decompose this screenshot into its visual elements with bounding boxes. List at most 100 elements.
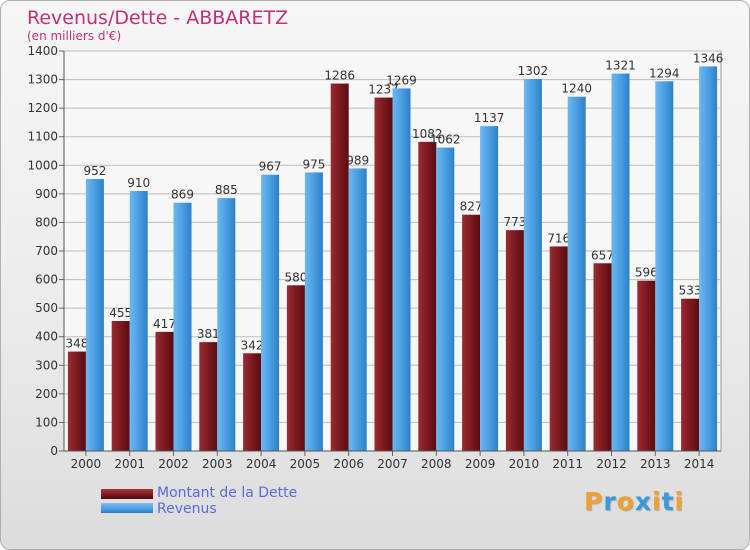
bar-revenue	[129, 191, 148, 451]
value-label-debt: 1237	[368, 83, 399, 97]
x-tick-label: 2008	[421, 457, 452, 471]
bar-debt	[330, 83, 349, 452]
value-label-debt: 533	[679, 284, 702, 298]
x-tick-label: 2000	[71, 457, 102, 471]
y-tick-label: 200	[35, 387, 58, 401]
bar-revenue	[611, 73, 630, 452]
value-label-revenue: 1294	[649, 66, 680, 80]
bar-debt	[286, 285, 305, 451]
value-label-revenue: 975	[302, 157, 325, 171]
bar-revenue	[173, 202, 192, 451]
bar-revenue	[85, 179, 104, 451]
logo-letter: x	[634, 487, 652, 516]
value-label-revenue: 1321	[605, 59, 636, 73]
x-tick-label: 2004	[246, 457, 277, 471]
y-tick-label: 1200	[27, 101, 58, 115]
value-label-revenue: 1269	[386, 73, 417, 87]
y-tick-label: 1000	[27, 158, 58, 172]
value-label-debt: 827	[460, 200, 483, 214]
value-label-revenue: 1346	[693, 51, 724, 65]
logo-letter: i	[674, 487, 685, 516]
value-label-debt: 596	[635, 266, 658, 280]
value-label-debt: 716	[547, 231, 570, 245]
value-label-revenue: 869	[171, 188, 194, 202]
x-tick-label: 2014	[684, 457, 715, 471]
bar-debt	[637, 280, 656, 451]
chart-title: Revenus/Dette - ABBARETZ	[27, 7, 289, 29]
x-tick-label: 2001	[114, 457, 145, 471]
bar-debt	[505, 230, 524, 451]
value-label-debt: 348	[65, 337, 88, 351]
logo-letter: r	[603, 487, 617, 516]
bar-revenue	[436, 147, 455, 452]
x-tick-label: 2009	[465, 457, 496, 471]
bar-debt	[549, 246, 568, 451]
bar-revenue	[655, 81, 674, 452]
chart-subtitle: (en milliers d'€)	[27, 29, 122, 43]
x-tick-label: 2011	[552, 457, 583, 471]
y-tick-label: 400	[35, 330, 58, 344]
legend-label-revenue: Revenus	[157, 501, 217, 517]
y-tick-label: 800	[35, 215, 58, 229]
value-label-revenue: 1240	[561, 82, 592, 96]
logo-letter: P	[584, 487, 604, 516]
value-label-revenue: 1137	[474, 111, 505, 125]
bar-debt	[111, 321, 130, 451]
value-label-debt: 1286	[324, 69, 355, 83]
bar-debt	[374, 97, 393, 452]
bar-revenue	[523, 79, 542, 451]
x-tick-label: 2007	[377, 457, 408, 471]
value-label-debt: 381	[197, 327, 220, 341]
y-tick-label: 1300	[27, 73, 58, 87]
bar-revenue	[217, 198, 236, 451]
bar-debt	[462, 214, 481, 451]
value-label-debt: 417	[153, 317, 176, 331]
bar-debt	[199, 342, 218, 451]
value-label-debt: 580	[284, 270, 307, 284]
bar-debt	[155, 331, 174, 451]
legend-swatch-debt	[101, 489, 153, 499]
value-label-debt: 773	[503, 215, 526, 229]
value-label-revenue: 1062	[430, 133, 461, 147]
bar-revenue	[699, 66, 718, 451]
x-tick-label: 2003	[202, 457, 233, 471]
bar-debt	[593, 263, 612, 451]
logo-letter: t	[661, 487, 675, 516]
value-label-revenue: 885	[215, 183, 238, 197]
value-label-debt: 455	[109, 306, 132, 320]
x-tick-label: 2010	[509, 457, 540, 471]
bar-revenue	[392, 88, 411, 451]
bar-debt	[418, 141, 437, 451]
x-tick-label: 2005	[290, 457, 321, 471]
y-tick-label: 0	[50, 444, 58, 458]
value-label-revenue: 952	[83, 164, 106, 178]
y-tick-label: 600	[35, 273, 58, 287]
value-label-revenue: 910	[127, 176, 150, 190]
x-tick-label: 2006	[333, 457, 364, 471]
x-tick-label: 2002	[158, 457, 189, 471]
bar-debt	[681, 298, 700, 451]
legend-swatch-revenue	[101, 503, 153, 513]
proxiti-logo: Proxiti	[584, 487, 684, 516]
x-tick-label: 2012	[596, 457, 627, 471]
logo-letter: o	[616, 487, 635, 516]
value-label-revenue: 967	[259, 160, 282, 174]
bar-revenue	[261, 174, 280, 451]
y-tick-label: 1100	[27, 130, 58, 144]
value-label-debt: 657	[591, 248, 614, 262]
x-tick-label: 2013	[640, 457, 671, 471]
y-tick-label: 700	[35, 244, 58, 258]
value-label-debt: 342	[241, 338, 264, 352]
bar-revenue	[480, 126, 499, 452]
y-tick-label: 100	[35, 415, 58, 429]
y-tick-label: 300	[35, 358, 58, 372]
value-label-revenue: 989	[346, 153, 369, 167]
y-tick-label: 1400	[27, 44, 58, 58]
value-label-debt: 1082	[412, 127, 443, 141]
y-tick-label: 500	[35, 301, 58, 315]
bar-debt	[243, 353, 262, 451]
y-tick-label: 900	[35, 187, 58, 201]
legend-label-debt: Montant de la Dette	[157, 485, 298, 501]
